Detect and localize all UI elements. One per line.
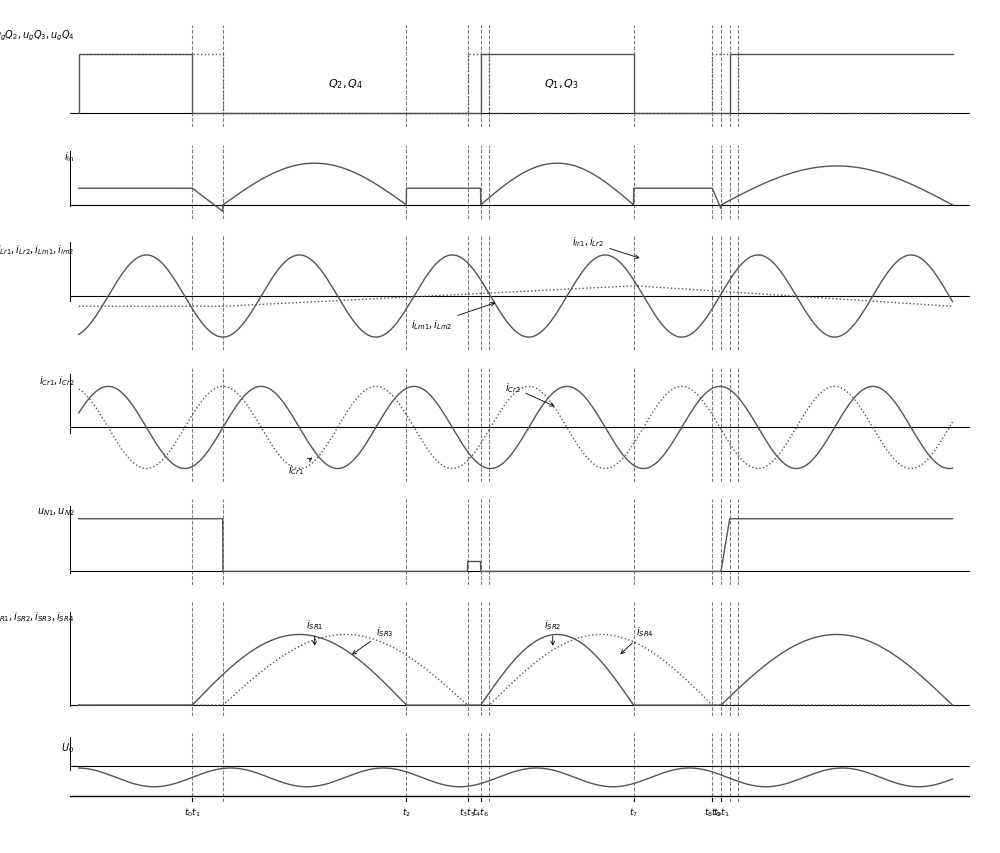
Text: $t_8t_0$: $t_8t_0$ [704,805,721,818]
Text: $i_{SR1},i_{SR2},i_{SR3},i_{SR4}$: $i_{SR1},i_{SR2},i_{SR3},i_{SR4}$ [0,610,74,624]
Text: $i_{Cr1}$: $i_{Cr1}$ [288,459,312,476]
Text: $t_3t_5$: $t_3t_5$ [459,805,476,818]
Text: $u_{N1},u_{N2}$: $u_{N1},u_{N2}$ [37,506,74,518]
Text: $i_{Cr2}$: $i_{Cr2}$ [505,381,554,407]
Text: $t_9t_1$: $t_9t_1$ [713,805,729,818]
Text: $Q_1,Q_3$: $Q_1,Q_3$ [544,78,579,91]
Text: $u_gQ_1,u_gQ_2,u_gQ_3,u_gQ_4$: $u_gQ_1,u_gQ_2,u_gQ_3,u_gQ_4$ [0,28,74,43]
Text: $i_{Lm1},i_{Lm2}$: $i_{Lm1},i_{Lm2}$ [411,303,495,332]
Text: $Q_2,Q_4$: $Q_2,Q_4$ [328,78,363,91]
Text: $i_{SR1}$: $i_{SR1}$ [306,617,323,645]
Text: $i_{Cr1},i_{Cr2}$: $i_{Cr1},i_{Cr2}$ [39,374,74,387]
Text: $i_{SR4}$: $i_{SR4}$ [621,624,654,654]
Text: $i_{lr1},i_{Lr2}$: $i_{lr1},i_{Lr2}$ [572,235,639,259]
Text: $i_{\mathrm{in}}$: $i_{\mathrm{in}}$ [64,150,74,164]
Text: $t_2$: $t_2$ [402,805,411,818]
Text: $i_{SR3}$: $i_{SR3}$ [353,624,393,654]
Text: $t_7$: $t_7$ [629,805,638,818]
Text: $i_{Lr1},i_{Lr2},i_{Lm1},i_{lm2}$: $i_{Lr1},i_{Lr2},i_{Lm1},i_{lm2}$ [0,242,74,256]
Text: $t_4t_6$: $t_4t_6$ [472,805,489,818]
Text: $i_{SR2}$: $i_{SR2}$ [544,617,561,645]
Text: $U_0$: $U_0$ [61,740,74,754]
Text: $t_0t_1$: $t_0t_1$ [184,805,201,818]
